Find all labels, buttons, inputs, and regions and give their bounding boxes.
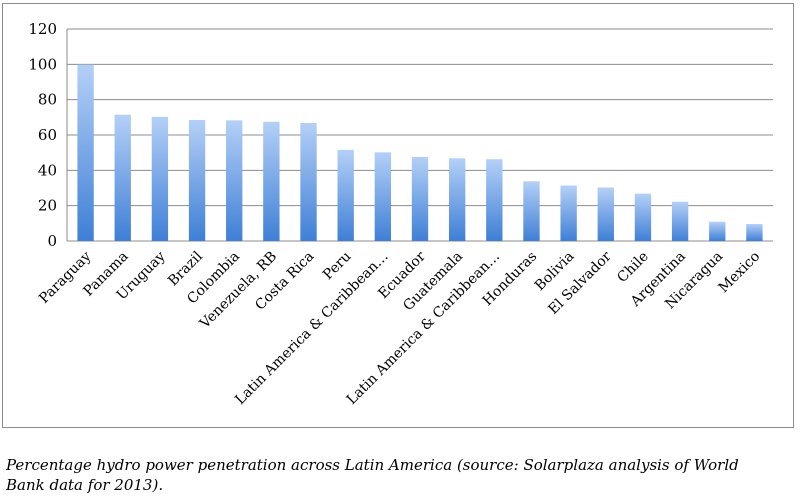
bar [709,221,726,241]
y-tick-label: 20 [38,197,57,215]
bar [337,149,354,241]
chart-frame: 0 20 40 60 80 100 120 Paraguay Panama Uruguay Bra… [2,3,794,428]
bar [77,64,94,241]
y-axis-ticks: 0 20 40 60 80 100 120 [28,20,57,250]
y-tick-label: 0 [47,232,57,250]
y-tick-label: 100 [28,55,57,73]
bar [634,193,652,241]
figure-caption: Percentage hydro power penetration acros… [6,456,739,494]
x-tick-label: Paraguay [36,248,94,306]
x-tick-label: Peru [320,249,355,284]
bar [300,122,317,241]
y-tick-label: 40 [38,161,57,179]
bar [226,120,243,241]
bar-chart: 0 20 40 60 80 100 120 ParaguayPanamaUruguayBra… [28,20,773,408]
bar [188,119,206,241]
bar [411,156,429,241]
bar [746,224,763,241]
bar [523,181,540,241]
y-tick-label: 60 [38,126,57,144]
y-tick-label: 120 [28,20,57,38]
bar [263,121,280,241]
y-tick-label: 80 [38,91,57,109]
bar [151,116,169,241]
bar [448,158,466,241]
bar [671,201,689,241]
bar [114,114,131,241]
bars [77,64,763,241]
bar [560,185,577,241]
x-axis-ticks: ParaguayPanamaUruguayBrazilColombiaVenez… [36,248,763,408]
bar [374,152,392,241]
x-tick-label: Mexico [716,249,764,297]
bar [486,159,503,241]
bar [597,187,614,241]
